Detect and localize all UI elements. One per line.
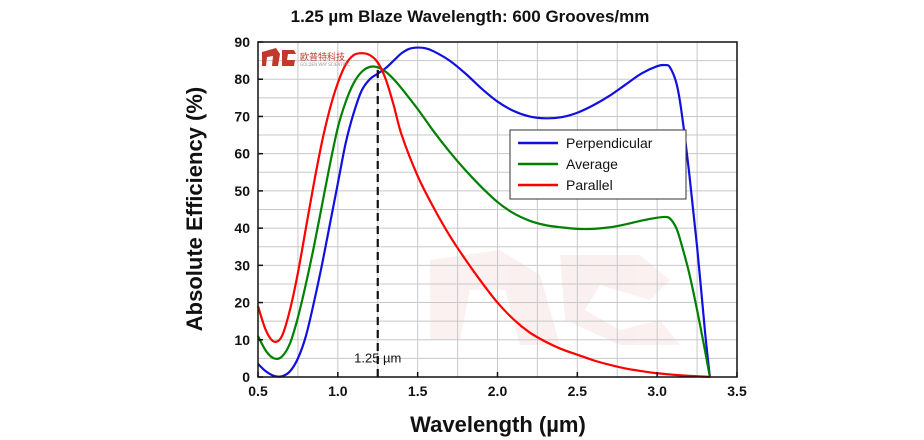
legend-label-average: Average [566,156,618,172]
x-tick-label: 2.0 [488,383,508,399]
y-tick-label: 0 [242,369,250,385]
x-axis-title: Wavelength (µm) [410,412,586,437]
logo: 欧普特科技 GOLDEN WAY SCIENTIFIC [262,48,350,67]
logo-mark-2 [282,50,296,66]
y-tick-label: 80 [234,71,250,87]
x-tick-label: 3.0 [647,383,667,399]
y-tick-label: 40 [234,220,250,236]
legend: Perpendicular Average Parallel [509,129,687,200]
x-tick-label: 1.0 [328,383,348,399]
x-tick-label: 0.5 [248,383,268,399]
y-tick-label: 60 [234,146,250,162]
grid [257,41,738,378]
y-tick-label: 70 [234,108,250,124]
y-axis-title: Absolute Efficiency (%) [182,87,207,331]
y-tick-label: 50 [234,183,250,199]
chart-title: 1.25 µm Blaze Wavelength: 600 Grooves/mm [291,7,650,26]
x-tick-label: 3.5 [727,383,747,399]
ticks [257,41,738,378]
x-tick-label: 1.5 [408,383,428,399]
curves [256,46,711,379]
legend-label-perpendicular: Perpendicular [566,135,653,151]
series-line-perpendicular [257,46,711,378]
y-tick-label: 10 [234,332,250,348]
x-tick-labels: 0.5 1.0 1.5 2.0 2.5 3.0 3.5 [248,383,747,399]
y-tick-labels: 0 10 20 30 40 50 60 70 80 90 [234,34,250,385]
logo-text: 欧普特科技 [300,51,345,63]
legend-label-parallel: Parallel [566,177,613,193]
logo-subtext: GOLDEN WAY SCIENTIFIC [300,62,350,67]
x-tick-label: 2.5 [568,383,588,399]
blaze-wavelength-label: 1.25 µm [354,351,401,366]
series-line-parallel [256,52,710,379]
y-tick-label: 20 [234,295,250,311]
y-tick-label: 90 [234,34,250,50]
logo-mark [262,48,280,66]
y-tick-label: 30 [234,257,250,273]
series-line-average [257,65,711,378]
